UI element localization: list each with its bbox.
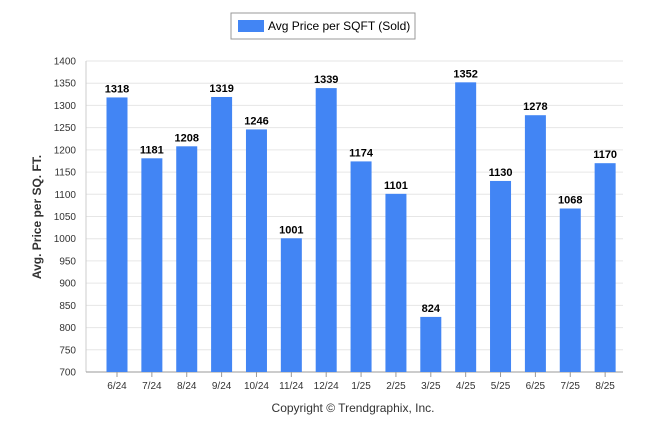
bar[interactable] <box>280 238 302 372</box>
x-tick-label: 11/24 <box>279 381 304 392</box>
bar[interactable] <box>559 208 581 372</box>
bar[interactable] <box>594 163 616 372</box>
bar[interactable] <box>385 193 407 372</box>
x-tick-label: 4/25 <box>456 381 476 392</box>
x-tick-label: 7/25 <box>561 381 581 392</box>
x-tick-label: 9/24 <box>212 381 232 392</box>
bars <box>106 82 616 373</box>
bar[interactable] <box>315 88 337 372</box>
x-tick-label: 8/25 <box>595 381 615 392</box>
y-tick-label: 700 <box>59 368 76 379</box>
y-axis-ticks: 700 750 800 850 900 950 1000 1050 1100 1150 1200 12… <box>54 57 77 379</box>
bar-value-label: 1278 <box>523 101 547 113</box>
x-tick-label: 5/25 <box>491 381 511 392</box>
bar-value-label: 1319 <box>209 83 233 95</box>
bar[interactable] <box>350 161 372 372</box>
x-axis-ticks: 6/24 7/24 8/24 9/24 10/24 11/24 12/24 1/25 2/25 3… <box>107 372 615 392</box>
x-tick-label: 12/24 <box>314 381 339 392</box>
x-tick-label: 7/24 <box>142 381 162 392</box>
bar-value-label: 1339 <box>314 74 338 86</box>
bar[interactable] <box>524 115 546 373</box>
x-tick-label: 8/24 <box>177 381 197 392</box>
bar[interactable] <box>141 158 163 372</box>
bar-value-label: 1246 <box>244 115 268 127</box>
y-tick-label: 1250 <box>54 123 77 134</box>
copyright-text: Copyright © Trendgraphix, Inc. <box>272 401 435 415</box>
bar-value-label: 1101 <box>384 180 408 192</box>
bar[interactable] <box>455 82 477 372</box>
x-tick-label: 10/24 <box>244 381 269 392</box>
y-tick-label: 1400 <box>54 57 77 68</box>
bar-value-label: 824 <box>422 303 441 315</box>
legend[interactable]: Avg Price per SQFT (Sold) <box>230 12 416 40</box>
bar-value-label: 1318 <box>105 83 129 95</box>
bar-value-label: 1068 <box>558 195 582 207</box>
y-tick-label: 900 <box>59 279 76 290</box>
y-tick-label: 1200 <box>54 145 77 156</box>
y-tick-label: 1150 <box>54 168 76 179</box>
x-tick-label: 6/25 <box>526 381 546 392</box>
y-tick-label: 1350 <box>54 79 77 90</box>
bar-value-label: 1130 <box>489 167 513 179</box>
bar[interactable] <box>490 180 512 372</box>
bar[interactable] <box>176 146 198 372</box>
y-tick-label: 1050 <box>54 212 77 223</box>
y-tick-label: 750 <box>59 345 76 356</box>
bar-value-label: 1208 <box>174 132 198 144</box>
x-tick-label: 6/24 <box>107 381 127 392</box>
bar-value-label: 1170 <box>593 149 617 161</box>
x-tick-label: 2/25 <box>386 381 406 392</box>
y-tick-label: 950 <box>59 256 76 267</box>
legend-swatch <box>238 20 264 32</box>
bar[interactable] <box>420 316 442 372</box>
legend-label: Avg Price per SQFT (Sold) <box>268 19 410 33</box>
x-tick-label: 1/25 <box>351 381 371 392</box>
bar-value-label: 1001 <box>279 224 303 236</box>
bar-value-label: 1352 <box>453 68 477 80</box>
y-tick-label: 1300 <box>54 101 77 112</box>
y-tick-label: 850 <box>59 301 76 312</box>
bar[interactable] <box>106 97 128 372</box>
y-axis-title: Avg. Price per SQ. FT. <box>30 155 44 279</box>
bar-value-label: 1174 <box>349 147 374 159</box>
bar[interactable] <box>245 129 267 372</box>
y-tick-label: 1000 <box>54 234 77 245</box>
data-labels: 1318 1181 1208 1319 1246 1001 1339 1174 1101 824 1… <box>105 68 617 315</box>
y-tick-label: 1100 <box>54 190 76 201</box>
y-tick-label: 800 <box>59 323 76 334</box>
x-tick-label: 3/25 <box>421 381 441 392</box>
bar-value-label: 1181 <box>140 144 164 156</box>
bar[interactable] <box>211 96 233 372</box>
